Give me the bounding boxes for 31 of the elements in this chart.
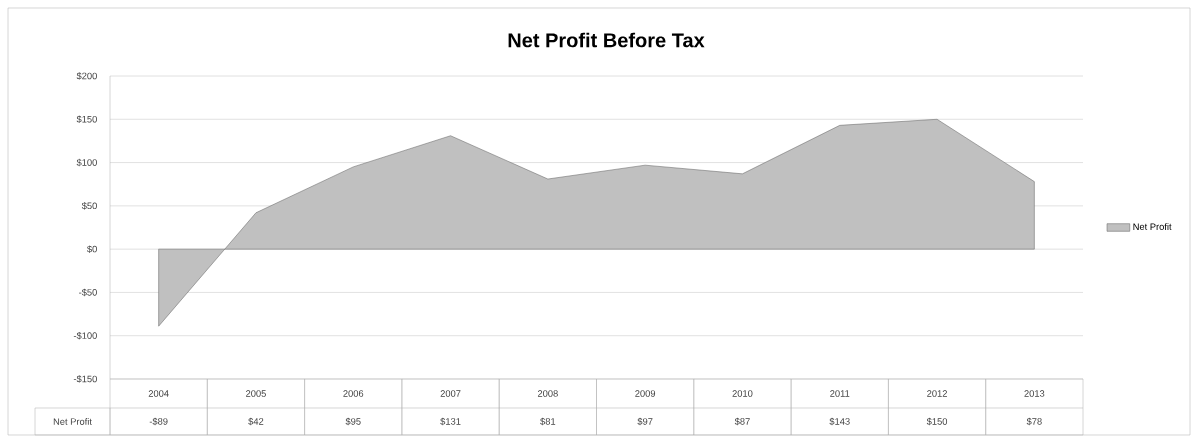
y-tick-label: -$150	[73, 375, 97, 383]
chart-title: Net Profit Before Tax	[508, 32, 705, 48]
x-tick-label: 2010	[732, 390, 753, 397]
x-tick-label: 2013	[1024, 390, 1045, 397]
data-label: $78	[1026, 417, 1042, 426]
y-tick-label: $150	[76, 115, 97, 124]
x-tick-label: 2004	[148, 390, 169, 397]
x-tick-label: 2007	[440, 390, 461, 397]
y-tick-label: $100	[76, 158, 97, 167]
y-tick-label: $200	[76, 72, 97, 80]
data-label: $81	[540, 417, 556, 426]
data-label: $42	[248, 417, 264, 426]
data-label: $87	[734, 417, 750, 426]
x-tick-label: 2009	[635, 390, 656, 397]
data-label: $131	[440, 417, 461, 426]
data-label: $150	[926, 417, 948, 426]
x-tick-label: 2012	[927, 390, 947, 397]
x-tick-label: 2005	[246, 390, 266, 397]
y-tick-label: $50	[81, 202, 97, 210]
text: Net Profit	[53, 418, 92, 425]
data-label: $97	[637, 417, 653, 426]
legend-label: Net Profit	[1133, 223, 1172, 230]
y-tick-label: -$100	[73, 331, 97, 340]
data-label: $143	[829, 417, 850, 426]
data-label: $95	[345, 417, 361, 426]
y-tick-label: -$50	[79, 288, 97, 297]
y-tick-label: $0	[87, 245, 97, 253]
x-tick-label: 2011	[830, 390, 850, 397]
data-label: -$89	[149, 417, 168, 426]
x-tick-label: 2008	[537, 390, 558, 397]
x-tick-label: 2006	[343, 390, 364, 397]
